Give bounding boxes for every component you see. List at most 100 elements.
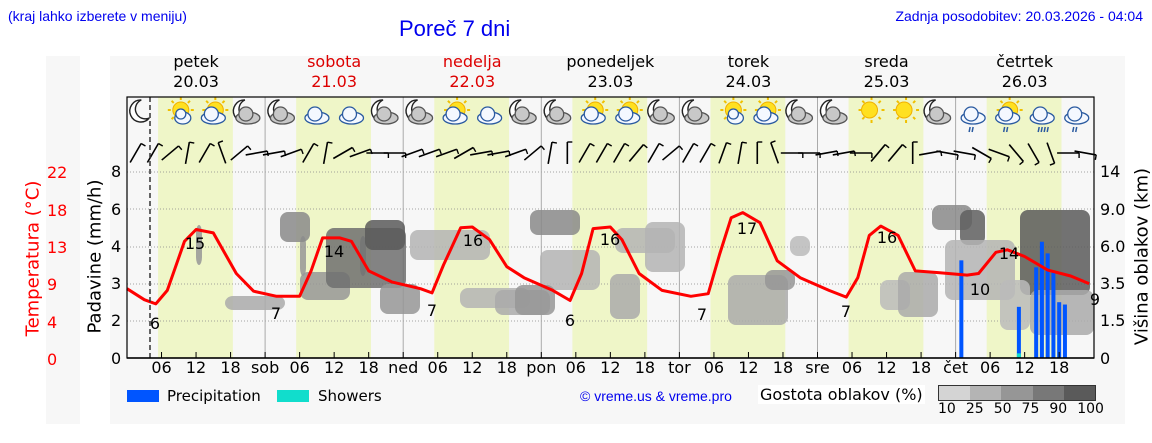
precipitation-swatch xyxy=(127,390,159,402)
x-tick-label: 12 xyxy=(600,358,621,377)
x-tick-label: tor xyxy=(668,358,691,377)
wind-barb-icon xyxy=(953,150,976,156)
page-title: Poreč 7 dni xyxy=(399,16,511,41)
moon-cloud-icon xyxy=(405,99,434,125)
wind-barb-icon xyxy=(435,148,458,158)
day-label-6: četrtek 26.03 xyxy=(965,52,1085,92)
cloud-density-ticks: 10 25 50 75 90 100 xyxy=(938,401,1104,417)
density-swatch xyxy=(939,386,971,400)
wind-barb-icon xyxy=(349,148,371,158)
temp-tick: 0 xyxy=(47,350,58,369)
wind-barb-icon xyxy=(718,142,728,164)
moon-cloud-icon xyxy=(681,99,710,125)
day-label-3: ponedeljek 23.03 xyxy=(550,52,670,92)
wind-barb-icon xyxy=(198,143,211,163)
wind-barb-icon xyxy=(595,143,609,163)
last-update: Zadnja posodobitev: 20.03.2026 - 04:04 xyxy=(895,8,1143,24)
x-tick-label: čet xyxy=(943,358,969,377)
x-tick-label: 18 xyxy=(358,358,379,377)
wind-barb-icon xyxy=(129,143,142,163)
cloud-height-tick: 14 xyxy=(1100,162,1121,181)
day-name: petek xyxy=(173,52,219,71)
wind-barb-icon xyxy=(770,142,780,164)
day-name: nedelja xyxy=(442,52,502,71)
temperature-label: 6 xyxy=(565,311,575,330)
daylight-band xyxy=(158,97,233,358)
day-name: ponedeljek xyxy=(566,52,655,71)
cloudy-icon xyxy=(338,106,365,125)
rain-cloud-icon xyxy=(960,106,986,133)
precip-tick: 2 xyxy=(111,311,122,330)
x-tick-label: 06 xyxy=(703,358,725,377)
precipitation-bar xyxy=(959,260,964,358)
day-date: 20.03 xyxy=(173,72,219,91)
wind-barb-icon xyxy=(245,150,268,156)
x-tick-label: 06 xyxy=(151,358,172,377)
cloud-height-tick: 6.0 xyxy=(1100,237,1126,256)
x-tick-label: 06 xyxy=(841,358,863,377)
wind-barb-icon xyxy=(988,148,1010,158)
temp-tick: 13 xyxy=(47,238,68,257)
precip-tick: 0 xyxy=(111,349,122,368)
cloud-density-label: Gostota oblakov (%) xyxy=(758,385,925,404)
heavy-rain-cloud-icon xyxy=(1029,106,1055,133)
moon-cloud-icon xyxy=(267,99,296,125)
temperature-label: 7 xyxy=(427,301,437,320)
temperature-label: 14 xyxy=(324,242,344,261)
precipitation-bars xyxy=(959,241,1067,358)
x-tick-label: 12 xyxy=(323,358,345,377)
sun-rain-cloud-icon xyxy=(995,97,1023,133)
day-date: 21.03 xyxy=(311,72,358,91)
moon-cloud-icon xyxy=(647,99,675,125)
wind-barb-icon xyxy=(262,150,285,156)
temp-tick: 22 xyxy=(47,163,68,182)
wind-barb-icon xyxy=(487,150,510,156)
x-tick-label: 12 xyxy=(1014,358,1035,377)
wind-barb-icon xyxy=(504,148,527,158)
density-tick: 100 xyxy=(1077,401,1104,417)
wind-barb-icon xyxy=(1008,144,1024,162)
temperature-label: 14 xyxy=(999,244,1019,263)
cloudy-icon xyxy=(476,106,503,125)
density-tick: 75 xyxy=(1021,401,1040,417)
day-label-0: petek 20.03 xyxy=(136,52,256,92)
temperature-label: 16 xyxy=(463,231,483,250)
density-swatch xyxy=(970,386,1002,400)
precipitation-bar xyxy=(1039,241,1044,358)
x-axis-ticks xyxy=(161,352,1060,358)
sun-cloud-icon xyxy=(615,97,643,125)
precipitation-bar xyxy=(1051,271,1056,358)
moon-cloud-icon xyxy=(232,99,261,125)
x-tick-label: ned xyxy=(388,358,419,377)
day-label-4: torek 24.03 xyxy=(688,52,808,92)
temperature-label: 16 xyxy=(600,230,620,249)
x-tick-label: 18 xyxy=(220,358,241,377)
wind-barb-icon xyxy=(1027,143,1040,163)
x-tick-label: 18 xyxy=(1048,358,1070,377)
day-label-1: sobota 21.03 xyxy=(274,52,394,92)
wind-barb-icon xyxy=(470,150,492,156)
temperature-label: 7 xyxy=(271,304,281,323)
x-tick-label: 18 xyxy=(910,358,932,377)
sun-small-cloud-icon xyxy=(167,97,194,125)
wind-barb-icon xyxy=(971,146,992,160)
wind-barb-icon xyxy=(612,143,626,163)
precip-tick: 6 xyxy=(111,200,122,219)
day-date: 26.03 xyxy=(1001,72,1048,91)
temp-tick: 4 xyxy=(47,313,58,332)
x-tick-label: 06 xyxy=(565,358,586,377)
weather-icons xyxy=(129,97,1090,133)
x-tick-label: 18 xyxy=(772,358,794,377)
wind-barb-icon xyxy=(1074,150,1097,156)
x-tick-label: 06 xyxy=(979,358,1001,377)
temperature-label: 17 xyxy=(737,219,757,238)
day-date: 24.03 xyxy=(725,72,772,91)
copyright-link[interactable]: © vreme.us & vreme.pro xyxy=(580,388,732,404)
density-swatch xyxy=(1001,386,1033,400)
wind-barb-icon xyxy=(184,142,191,164)
x-tick-label: 12 xyxy=(185,358,207,377)
x-tick-label: 12 xyxy=(876,358,897,377)
cloud-height-tick: 3.5 xyxy=(1100,274,1126,293)
day-date: 22.03 xyxy=(449,72,496,91)
precipitation-bar xyxy=(1045,253,1050,358)
